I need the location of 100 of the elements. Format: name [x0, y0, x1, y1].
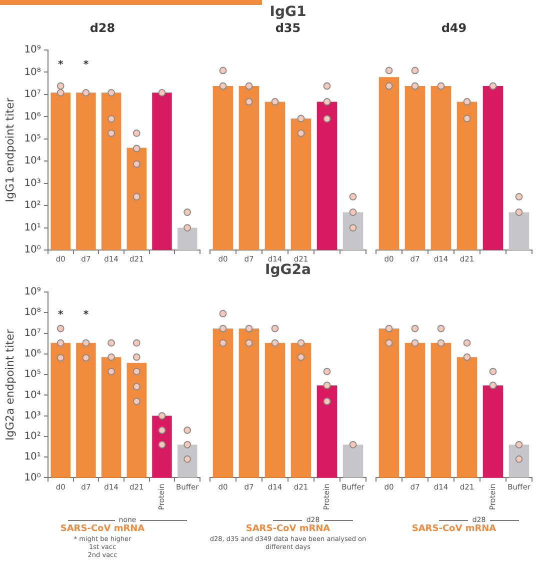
y-tick-label: 10⁸: [24, 307, 41, 318]
y-tick-label: 10⁶: [24, 348, 41, 360]
y-tick-label: 10⁹: [24, 286, 41, 298]
y-tick-label: 10²: [24, 431, 41, 442]
point: [245, 82, 253, 90]
point: [297, 114, 305, 122]
point: [411, 324, 419, 332]
point: [158, 88, 166, 96]
point: [108, 115, 115, 123]
y-tick-label: 10¹: [24, 222, 41, 234]
point: [219, 66, 227, 74]
point: [297, 130, 305, 137]
y-tick-label: 10²: [24, 200, 41, 212]
point: [132, 382, 140, 390]
y-tick-label: 10⁹: [24, 44, 41, 56]
point: [323, 398, 331, 406]
point: [323, 115, 331, 123]
point: [82, 339, 90, 347]
point: [411, 82, 419, 90]
point: [463, 98, 471, 106]
point: [515, 193, 523, 200]
point: [385, 339, 393, 347]
point: [108, 353, 115, 361]
point: [56, 82, 64, 90]
point: [323, 98, 331, 106]
y-tick-label: 10⁷: [24, 328, 41, 339]
point: [108, 130, 115, 137]
point: [219, 339, 227, 347]
point: [411, 339, 419, 347]
point: [245, 98, 253, 106]
x-axis-title: SARS-CoV mRNA: [244, 524, 332, 535]
y-tick-label: 10⁰: [24, 472, 41, 484]
point: [323, 82, 331, 90]
point: [515, 440, 523, 448]
point: [489, 368, 497, 376]
point: [56, 354, 64, 362]
point: [82, 88, 90, 96]
point: [184, 208, 192, 216]
point: [271, 98, 279, 106]
y-tick-label: 10⁷: [24, 89, 41, 100]
point: [437, 324, 445, 332]
y-axis-title: IgG1 endpoint titer: [3, 97, 16, 202]
y-tick-label: 10³: [24, 178, 41, 189]
point: [108, 88, 115, 96]
point: [56, 324, 64, 332]
point: [108, 368, 115, 376]
y-tick-label: 10⁶: [24, 111, 41, 122]
point: [56, 88, 64, 96]
annotation: *: [58, 310, 64, 321]
point: [132, 144, 140, 152]
point: [385, 324, 393, 332]
point: [515, 455, 523, 463]
point: [245, 339, 253, 347]
point: [463, 353, 471, 361]
point: [489, 82, 497, 90]
y-tick-label: 10⁴: [24, 156, 41, 167]
point: [132, 130, 140, 137]
point: [184, 224, 192, 232]
y-tick-label: 10¹: [24, 452, 41, 463]
annotation: *: [83, 310, 90, 321]
chart-subtitle: d28: [88, 20, 116, 36]
x-axis-title: SARS-CoV mRNA: [410, 524, 498, 535]
x-axis-title: SARS-CoV mRNA: [59, 524, 146, 535]
chart-title: IgG2a: [264, 262, 312, 278]
point: [158, 426, 166, 434]
y-axis-title: IgG2a endpoint titer: [3, 328, 16, 440]
point: [349, 208, 357, 216]
point: [349, 224, 357, 232]
y-tick-label: 10³: [24, 410, 41, 422]
point: [323, 382, 331, 390]
point: [271, 339, 279, 347]
point: [132, 339, 140, 347]
point: [437, 339, 445, 347]
point: [297, 353, 305, 361]
point: [56, 339, 64, 347]
y-tick-label: 10⁸: [24, 66, 41, 78]
chart-subtitle: d49: [440, 20, 468, 36]
y-tick-label: 10⁰: [24, 244, 41, 256]
point: [463, 339, 471, 347]
point: [184, 440, 192, 448]
annotation: *: [58, 59, 64, 70]
point: [132, 398, 140, 406]
annotation: *: [83, 59, 90, 70]
point: [184, 426, 192, 434]
point: [132, 368, 140, 376]
point: [132, 353, 140, 361]
y-tick-label: 10⁵: [24, 133, 41, 144]
point: [515, 208, 523, 216]
point: [323, 368, 331, 376]
point: [411, 66, 419, 74]
point: [349, 440, 357, 448]
point: [271, 324, 279, 332]
point: [349, 193, 357, 200]
point: [437, 82, 445, 90]
point: [158, 412, 166, 420]
point: [184, 455, 192, 463]
chart-subtitle: d35: [274, 20, 302, 36]
point: [132, 160, 140, 168]
point: [108, 339, 115, 347]
point: [245, 324, 253, 332]
